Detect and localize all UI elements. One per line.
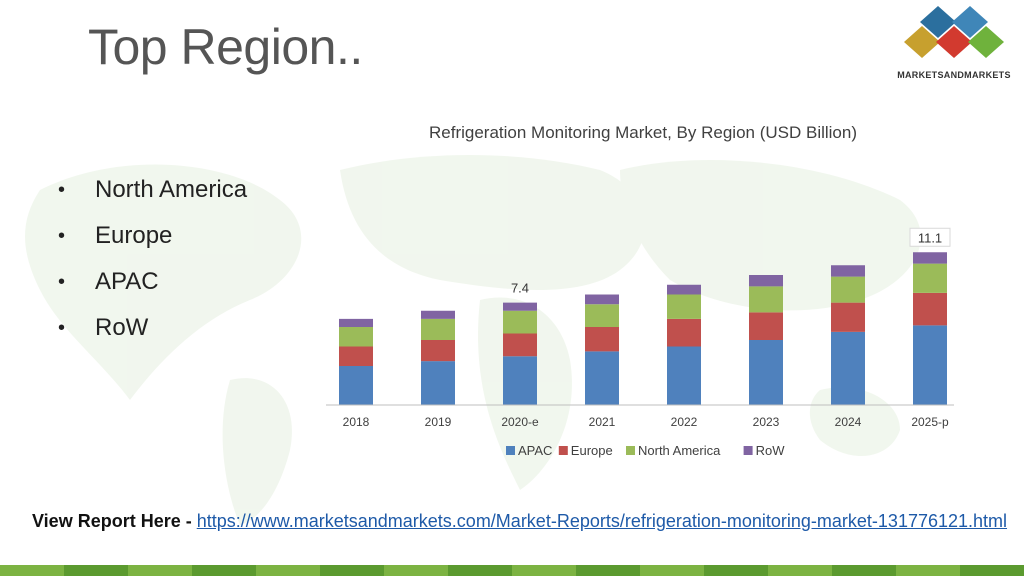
stripe-segment (448, 565, 512, 576)
x-tick-label: 2019 (425, 415, 452, 429)
stripe-segment (576, 565, 640, 576)
bar-segment-north-america (585, 304, 619, 327)
stripe-segment (896, 565, 960, 576)
stripe-segment (832, 565, 896, 576)
stripe-segment (768, 565, 832, 576)
bar-segment-apac (585, 351, 619, 405)
data-label: 11.1 (918, 230, 942, 245)
x-tick-labels: 2018 2019 2020-e 2021 2022 2023 2024 2025-p (343, 415, 949, 429)
bar-segment-row (585, 294, 619, 305)
bar-segment-europe (913, 292, 947, 326)
bar-segment-europe (667, 318, 701, 347)
report-link[interactable]: https://www.marketsandmarkets.com/Market… (196, 511, 1008, 531)
bullet-text: APAC (95, 268, 159, 295)
data-label: 7.4 (511, 281, 529, 296)
bar-segment-north-america (421, 318, 455, 340)
bar-segment-row (421, 310, 455, 319)
chart-canvas: Refrigeration Monitoring Market, By Regi… (326, 123, 954, 458)
company-logo: MARKETSANDMARKETS (884, 4, 1024, 84)
bar-group (339, 252, 947, 405)
stripe-segment (256, 565, 320, 576)
legend-swatch (558, 446, 568, 455)
view-report-label: View Report Here - (32, 511, 197, 531)
bullet-item: • North America (58, 170, 247, 216)
bar-segment-north-america (749, 286, 783, 313)
stripe-segment (384, 565, 448, 576)
x-tick-label: 2021 (589, 415, 616, 429)
x-tick-label: 2022 (671, 415, 698, 429)
bar-segment-row (667, 284, 701, 295)
chart-legend: APAC Europe North America RoW (506, 443, 785, 458)
bullet-icon: • (58, 225, 66, 247)
stripe-segment (0, 565, 64, 576)
legend-label: APAC (518, 443, 552, 458)
legend-swatch (626, 446, 635, 455)
bar-segment-north-america (503, 310, 537, 334)
bar-segment-apac (421, 361, 455, 405)
bar-segment-europe (421, 340, 455, 362)
legend-label: North America (638, 443, 721, 458)
diamond-logo-icon (904, 6, 1004, 58)
bar-segment-north-america (913, 263, 947, 293)
data-labels: 7.4 11.1 (511, 227, 951, 296)
stripe-segment (192, 565, 256, 576)
x-tick-label: 2018 (343, 415, 370, 429)
bar-segment-north-america (339, 327, 373, 347)
stripe-segment (320, 565, 384, 576)
bar-segment-apac (913, 325, 947, 405)
stripe-segment (512, 565, 576, 576)
legend-label: Europe (571, 443, 613, 458)
bar-segment-row (503, 302, 537, 311)
bar-segment-north-america (667, 294, 701, 319)
bar-segment-apac (339, 366, 373, 405)
bar-segment-row (749, 275, 783, 287)
bar-segment-row (913, 252, 947, 264)
bar-segment-europe (749, 312, 783, 340)
x-tick-label: 2025-p (911, 415, 949, 429)
stripe-segment (640, 565, 704, 576)
stripe-segment (960, 565, 1024, 576)
bar-segment-row (339, 318, 373, 327)
x-tick-label: 2020-e (501, 415, 539, 429)
logo-wordmark: MARKETSANDMARKETS (897, 70, 1011, 80)
bullet-item: • APAC (58, 262, 247, 308)
bar-segment-europe (831, 302, 865, 332)
data-label-box (909, 227, 951, 247)
bar-segment-europe (585, 327, 619, 352)
bar-segment-europe (503, 333, 537, 357)
x-tick-label: 2023 (753, 415, 780, 429)
report-footer: View Report Here - https://www.marketsan… (32, 510, 1012, 533)
bar-segment-apac (831, 331, 865, 405)
bullet-icon: • (58, 271, 66, 293)
bullet-item: • Europe (58, 216, 247, 262)
bullet-text: North America (95, 176, 248, 203)
bullet-item: • RoW (58, 308, 247, 354)
bar-segment-apac (749, 340, 783, 405)
bullet-icon: • (58, 317, 66, 339)
x-tick-label: 2024 (835, 415, 862, 429)
bar-segment-apac (503, 356, 537, 405)
bar-segment-europe (339, 346, 373, 366)
bar-segment-north-america (831, 276, 865, 303)
page-title: Top Region.. (88, 19, 363, 75)
footer-stripe (0, 565, 1024, 576)
legend-swatch (743, 446, 753, 455)
legend-swatch (506, 446, 515, 455)
chart-title: Refrigeration Monitoring Market, By Regi… (429, 123, 857, 142)
bullet-text: RoW (95, 314, 149, 341)
stripe-segment (704, 565, 768, 576)
legend-label: RoW (756, 443, 786, 458)
region-bullet-list: • North America • Europe • APAC • RoW (58, 170, 247, 354)
stripe-segment (128, 565, 192, 576)
stacked-bar-chart: Refrigeration Monitoring Market, By Regi… (320, 112, 960, 472)
bar-segment-apac (667, 346, 701, 405)
bar-segment-row (831, 265, 865, 277)
bullet-icon: • (58, 179, 66, 201)
bullet-text: Europe (95, 222, 173, 249)
stripe-segment (64, 565, 128, 576)
